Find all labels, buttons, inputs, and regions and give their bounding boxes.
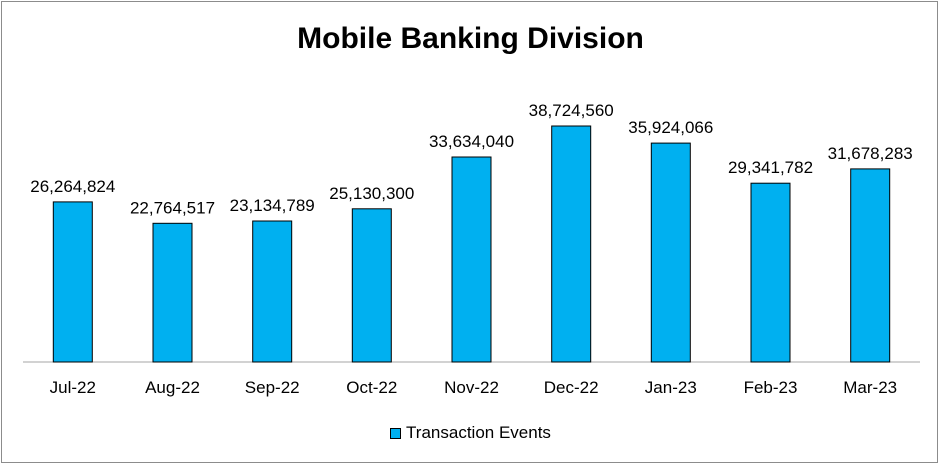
x-tick-aug-22: Aug-22 [145, 378, 200, 397]
legend-swatch [390, 427, 402, 439]
bar-nov-22 [451, 156, 492, 363]
x-tick-dec-22: Dec-22 [544, 378, 599, 397]
data-label-mar-23: 31,678,283 [828, 144, 913, 163]
data-label-nov-22: 33,634,040 [429, 132, 514, 151]
x-tick-oct-22: Oct-22 [346, 378, 397, 397]
chart-title: Mobile Banking Division [297, 22, 644, 55]
data-label-feb-23: 29,341,782 [728, 158, 813, 177]
data-label-jul-22: 26,264,824 [30, 177, 115, 196]
x-tick-mar-23: Mar-23 [843, 378, 897, 397]
x-tick-jan-23: Jan-23 [645, 378, 697, 397]
data-label-dec-22: 38,724,560 [529, 101, 614, 120]
bar-oct-22 [351, 208, 392, 363]
x-tick-jul-22: Jul-22 [50, 378, 96, 397]
bar-jan-23 [650, 142, 691, 363]
x-tick-nov-22: Nov-22 [444, 378, 499, 397]
data-label-sep-22: 23,134,789 [230, 196, 315, 215]
data-label-oct-22: 25,130,300 [329, 184, 414, 203]
x-tick-feb-23: Feb-23 [744, 378, 798, 397]
bar-feb-23 [750, 182, 791, 363]
legend-label: Transaction Events [406, 423, 551, 442]
bar-mar-23 [850, 168, 891, 363]
bar-sep-22 [252, 220, 293, 363]
legend: Transaction Events [0, 423, 941, 443]
bar-dec-22 [551, 125, 592, 363]
data-label-aug-22: 22,764,517 [130, 198, 215, 217]
x-tick-sep-22: Sep-22 [245, 378, 300, 397]
data-label-jan-23: 35,924,066 [628, 118, 713, 137]
bar-jul-22 [52, 201, 93, 363]
bar-aug-22 [152, 222, 193, 363]
